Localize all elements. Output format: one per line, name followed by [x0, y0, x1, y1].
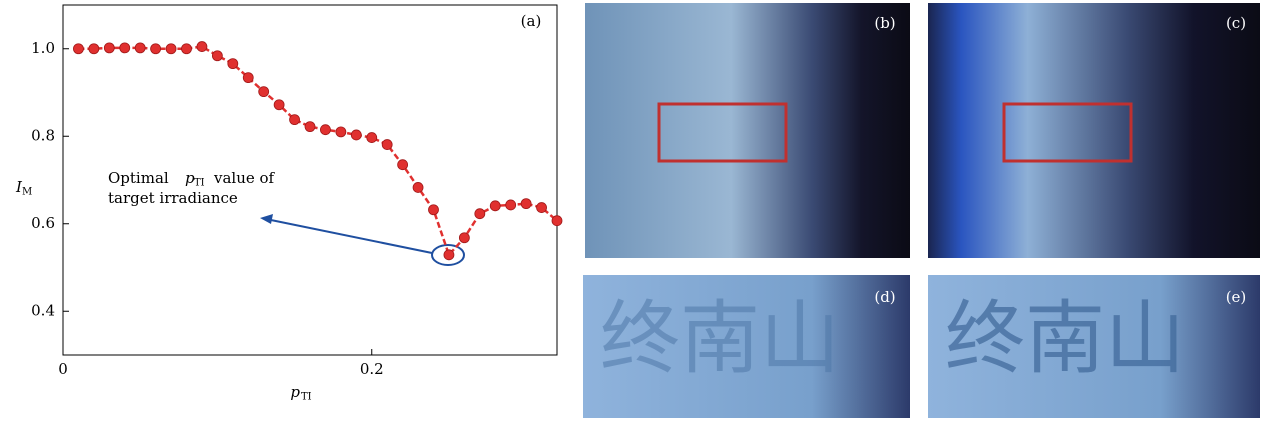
y-tick-label: 0.4	[31, 301, 55, 319]
data-point	[259, 87, 269, 97]
y-axis-label-sub: M	[22, 187, 32, 198]
photo-text: 终南山	[600, 292, 840, 385]
data-point	[444, 250, 454, 260]
y-tick-label: 1.0	[31, 39, 55, 57]
data-point	[506, 200, 516, 210]
data-point	[398, 160, 408, 170]
data-point	[212, 51, 222, 61]
data-point	[73, 44, 83, 54]
data-point	[382, 140, 392, 150]
photo-b	[585, 3, 910, 258]
data-point	[537, 203, 547, 213]
data-point	[290, 115, 300, 125]
data-point	[552, 216, 562, 226]
photo-text: 终南山	[945, 292, 1185, 385]
photo-c	[928, 3, 1260, 258]
data-point	[151, 44, 161, 54]
data-point	[413, 182, 423, 192]
x-axis-label: p	[290, 383, 300, 401]
data-point	[351, 130, 361, 140]
annotation: TI	[194, 178, 205, 189]
x-tick-label: 0	[58, 360, 68, 378]
panel-label: (c)	[1226, 14, 1246, 32]
annotation: target irradiance	[108, 189, 238, 207]
data-point	[197, 42, 207, 52]
annotation-arrow	[266, 219, 432, 253]
panel-label: (e)	[1226, 288, 1247, 306]
data-point	[336, 127, 346, 137]
arrow-head	[260, 214, 273, 224]
data-point	[367, 133, 377, 143]
data-point	[104, 43, 114, 53]
annotation: Optimal	[108, 169, 169, 187]
data-point	[459, 233, 469, 243]
data-point	[521, 199, 531, 209]
panel-label: (a)	[521, 12, 542, 30]
data-point	[490, 201, 500, 211]
x-axis-label-sub: TI	[301, 392, 312, 403]
data-point	[135, 43, 145, 53]
data-point	[166, 44, 176, 54]
data-point	[274, 100, 284, 110]
data-point	[89, 44, 99, 54]
data-line	[78, 47, 557, 255]
data-point	[475, 209, 485, 219]
data-point	[182, 44, 192, 54]
data-point	[228, 59, 238, 69]
x-tick-label: 0.2	[360, 360, 384, 378]
data-point	[305, 122, 315, 132]
y-tick-label: 0.6	[31, 214, 55, 232]
data-point	[243, 73, 253, 83]
photo-panels: (b) (c) (d) (e) 终南山 终南山	[583, 3, 1260, 418]
y-tick-label: 0.8	[31, 126, 55, 144]
annotation: value of	[213, 169, 276, 187]
data-point	[120, 43, 130, 53]
data-point	[320, 125, 330, 135]
figure: (b) (c) (d) (e) 终南山 终南山 (a) p TI I M Opt…	[0, 0, 1267, 423]
panel-label: (d)	[874, 288, 895, 306]
data-point	[429, 205, 439, 215]
panel-label: (b)	[874, 14, 895, 32]
